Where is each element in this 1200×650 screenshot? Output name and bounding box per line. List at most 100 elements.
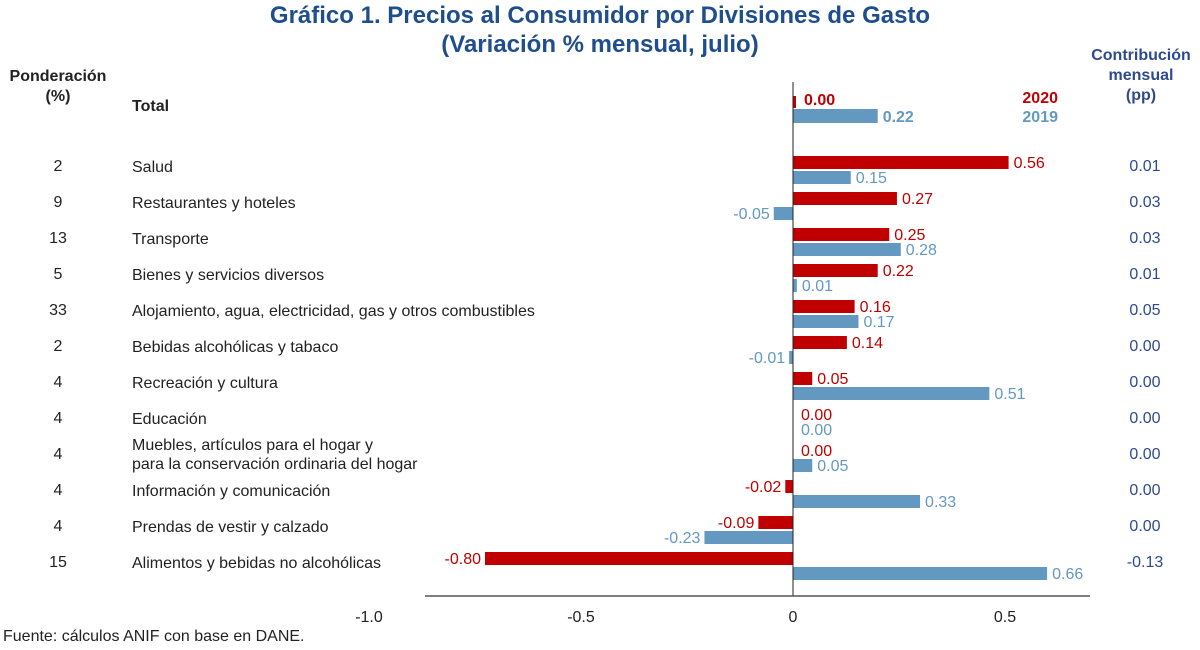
- row-weight: 9: [53, 194, 63, 211]
- row-weight: 2: [53, 158, 63, 175]
- x-tick-label: -1.0: [355, 609, 383, 626]
- row-2-2020-label: 0.25: [894, 227, 925, 244]
- x-tick-label: 0: [789, 609, 798, 626]
- legend-2019: 2019: [1022, 109, 1058, 126]
- row-contribution: 0.03: [1129, 230, 1161, 247]
- row-weight: 4: [53, 482, 63, 499]
- row-6-2019-label: 0.51: [994, 386, 1025, 403]
- row-2-2019-bar: [793, 243, 901, 256]
- row-contribution: 0.03: [1129, 194, 1161, 211]
- row-9-2019-bar: [793, 495, 921, 508]
- row-8-2019-label: 0.05: [817, 458, 848, 475]
- row-11-2019-label: 0.66: [1052, 566, 1083, 583]
- header-line: (pp): [1125, 87, 1157, 104]
- row-contribution: 0.00: [1129, 518, 1161, 535]
- row-weight: 4: [53, 446, 63, 463]
- row-weight: 4: [53, 410, 63, 427]
- row-label: Alimentos y bebidas no alcohólicas: [132, 554, 381, 573]
- total-2020-label: 0.00: [804, 92, 835, 109]
- x-tick-label: 0.5: [994, 609, 1016, 626]
- header-line: (%): [45, 88, 71, 105]
- row-3-2020-bar: [793, 264, 878, 277]
- row-label-line: Alimentos y bebidas no alcohólicas: [132, 555, 382, 572]
- row-2-2019-label: 0.28: [906, 242, 937, 259]
- total-2019-label: 0.22: [883, 109, 914, 126]
- row-label-line: Recreación y cultura: [132, 375, 278, 392]
- row-4-2020-label: 0.16: [860, 299, 891, 316]
- row-contribution: 0.01: [1129, 158, 1161, 175]
- row-5-2019-label: -0.01: [749, 350, 786, 367]
- row-0-2019-label: 0.15: [856, 170, 887, 187]
- row-contribution: 0.00: [1129, 338, 1161, 355]
- row-0-2019-bar: [793, 171, 851, 184]
- row-2-2020-bar: [793, 228, 890, 241]
- row-weight: 2: [53, 338, 63, 355]
- row-label: Muebles, artículos para el hogar y para l…: [132, 436, 418, 474]
- row-label-line: para la conservación ordinaria del hogar: [132, 456, 418, 473]
- total-label: Total: [132, 98, 170, 115]
- row-1-2019-bar: [773, 207, 793, 220]
- row-contribution: 0.00: [1129, 482, 1161, 499]
- row-label: Educación: [132, 410, 207, 429]
- row-label: Información y comunicación: [132, 482, 330, 501]
- row-weight: 15: [49, 554, 67, 571]
- row-1-2019-label: -0.05: [733, 206, 770, 223]
- row-4-2020-bar: [793, 300, 855, 313]
- row-label: Recreación y cultura: [132, 374, 278, 393]
- row-7-2020-label: 0.00: [801, 407, 832, 424]
- row-5-2019-bar: [789, 351, 793, 364]
- row-6-2020-bar: [793, 372, 813, 385]
- row-label-line: Salud: [132, 159, 173, 176]
- row-6-2019-bar: [793, 387, 990, 400]
- row-contribution: 0.05: [1129, 302, 1161, 319]
- row-11-2020-bar: [485, 552, 793, 565]
- total-2019-bar: [793, 109, 878, 123]
- row-contribution: -0.13: [1126, 554, 1164, 571]
- row-label-line: Prendas de vestir y calzado: [132, 519, 329, 536]
- row-3-2019-label: 0.01: [802, 278, 833, 295]
- source-note: Fuente: cálculos ANIF con base en DANE.: [3, 628, 305, 645]
- header-line: Ponderación: [9, 68, 107, 85]
- row-label-line: Restaurantes y hoteles: [132, 195, 296, 212]
- row-3-2020-label: 0.22: [883, 263, 914, 280]
- row-9-2019-label: 0.33: [925, 494, 956, 511]
- row-8-2020-label: 0.00: [801, 443, 832, 460]
- row-contribution: 0.00: [1129, 446, 1161, 463]
- row-6-2020-label: 0.05: [817, 371, 848, 388]
- row-4-2019-label: 0.17: [863, 314, 894, 331]
- row-1-2020-bar: [793, 192, 897, 205]
- row-9-2020-bar: [785, 480, 793, 493]
- row-0-2020-bar: [793, 156, 1009, 169]
- row-10-2019-label: -0.23: [664, 530, 701, 547]
- row-label: Bienes y servicios diversos: [132, 266, 324, 285]
- row-label-line: Transporte: [132, 231, 209, 248]
- row-weight: 13: [49, 230, 67, 247]
- row-label-line: Muebles, artículos para el hogar y: [132, 437, 374, 454]
- row-label-line: Bebidas alcohólicas y tabaco: [132, 339, 339, 356]
- row-5-2020-bar: [793, 336, 847, 349]
- row-11-2020-label: -0.80: [445, 551, 482, 568]
- row-10-2020-bar: [758, 516, 793, 529]
- row-label: Alojamiento, agua, electricidad, gas y o…: [132, 302, 535, 321]
- row-contribution: 0.00: [1129, 410, 1161, 427]
- row-10-2019-bar: [704, 531, 793, 544]
- row-weight: 33: [49, 302, 67, 319]
- row-9-2020-label: -0.02: [745, 479, 782, 496]
- row-1-2020-label: 0.27: [902, 191, 933, 208]
- row-label: Restaurantes y hoteles: [132, 194, 296, 213]
- row-4-2019-bar: [793, 315, 859, 328]
- chart-title: Gráfico 1. Precios al Consumidor por Div…: [269, 2, 931, 29]
- contribution-header: Contribución mensual (pp): [1080, 46, 1200, 106]
- row-weight: 4: [53, 518, 63, 535]
- row-0-2020-label: 0.56: [1014, 155, 1045, 172]
- header-line: mensual: [1108, 67, 1174, 84]
- x-tick-label: -0.5: [567, 609, 595, 626]
- row-10-2020-label: -0.09: [718, 515, 755, 532]
- row-label-line: Alojamiento, agua, electricidad, gas y o…: [132, 303, 535, 320]
- row-11-2019-bar: [793, 567, 1048, 580]
- row-label-line: Información y comunicación: [132, 483, 331, 500]
- row-label-line: Educación: [132, 411, 207, 428]
- row-label: Prendas de vestir y calzado: [132, 518, 329, 537]
- legend-2020: 2020: [1022, 90, 1058, 107]
